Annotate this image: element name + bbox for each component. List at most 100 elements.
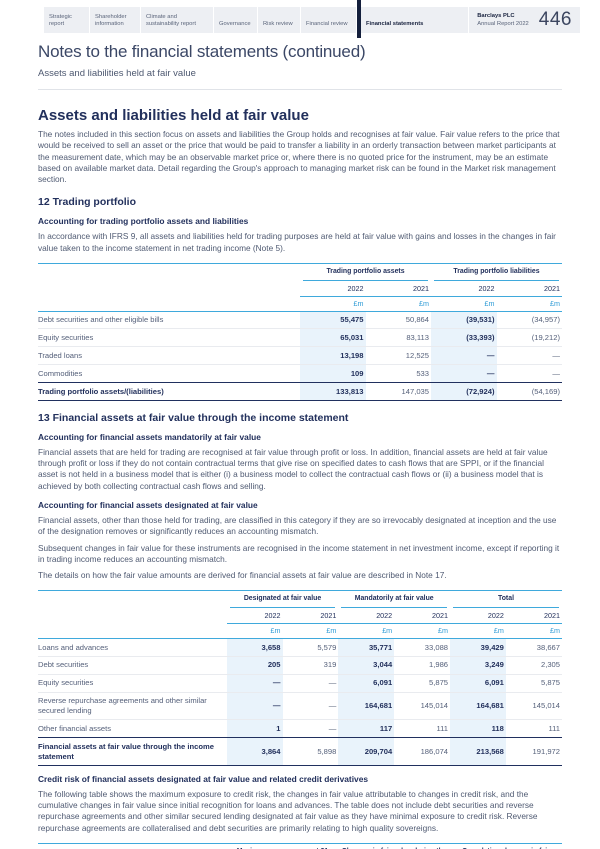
table-cell: 111 [394, 719, 451, 738]
table-cell: 38,667 [536, 642, 560, 652]
row-label: Loans and advances [38, 642, 109, 652]
table-cell: 145,014 [505, 691, 562, 720]
nav-tab-financial-review[interactable]: Financial review [300, 7, 356, 33]
year-header: 2022 [431, 280, 497, 297]
note-13-heading: 13 Financial assets at fair value throug… [38, 411, 349, 424]
section-intro-paragraph: The notes included in this section focus… [38, 129, 560, 185]
note-13-subheading-designated: Accounting for financial assets designat… [38, 500, 258, 511]
table-cell: (33,393) [431, 328, 497, 347]
table-cell: — [226, 691, 283, 720]
table-cell: — [282, 673, 339, 693]
row-label: Commodities [38, 364, 300, 383]
table-cell: 5,579 [317, 642, 337, 652]
table-cell: 13,198 [300, 346, 366, 365]
year-header: 2022 [338, 608, 395, 625]
table-row: Equity securities — — 6,091 5,875 6,091 … [38, 673, 562, 693]
table-cell: 118 [450, 719, 506, 738]
table-cell: — [431, 346, 497, 365]
unit-header: £m [431, 296, 497, 312]
brand-report-title: Annual Report 2022 [477, 21, 529, 27]
table-total-row: Trading portfolio assets/(liabilities) 1… [38, 382, 562, 401]
nav-tab-label: Financial review [306, 21, 348, 28]
table-group-header-row: Maximum exposure as at 31 December Chang… [38, 844, 562, 849]
row-label: Traded loans [38, 346, 300, 365]
table-cell: 145,014 [394, 691, 451, 720]
table-row: Equity securities 65,031 83,113 (33,393)… [38, 328, 562, 347]
table-cell: 6,091 [338, 673, 395, 693]
nav-tab-risk-review[interactable]: Risk review [257, 7, 300, 33]
total-row-label: Trading portfolio assets/(liabilities) [38, 382, 300, 401]
unit-header: £m [282, 623, 339, 640]
table-group-header-row: Trading portfolio assets Trading portfol… [38, 263, 562, 281]
table-cell: 65,031 [300, 328, 366, 347]
column-group: Trading portfolio liabilities [431, 263, 562, 281]
page-content: Notes to the financial statements (conti… [38, 42, 562, 849]
unit-header: £m [338, 623, 395, 640]
table-row: Debt securities and other eligible bills… [38, 311, 562, 329]
nav-tab-financial-statements[interactable]: Financial statements [356, 7, 433, 33]
table-cell: 133,813 [300, 382, 366, 401]
table-cell: — [496, 346, 562, 365]
unit-header: £m [300, 296, 366, 312]
table-cell: 6,091 [450, 673, 506, 693]
column-group: Total [450, 591, 562, 609]
table-cell: 3,249 [450, 655, 506, 675]
trading-portfolio-table: Trading portfolio assets Trading portfol… [38, 262, 562, 401]
table-cell: (34,957) [531, 315, 560, 325]
table-cell: (54,169) [496, 382, 562, 401]
table-cell: 5,875 [505, 673, 562, 693]
nav-tab-shareholder-information[interactable]: Shareholder information [89, 7, 140, 33]
nav-tab-strategic-report[interactable]: Strategic report [44, 7, 89, 33]
column-group: Changes in fair value during the year en… [338, 844, 450, 849]
top-nav-band: Strategic report Shareholder information… [44, 7, 580, 33]
credit-risk-table: Maximum exposure as at 31 December Chang… [38, 843, 562, 849]
page-subtitle: Assets and liabilities held at fair valu… [38, 68, 196, 79]
nav-tab-climate-sustainability[interactable]: Climate and sustainability report [140, 7, 213, 33]
table-total-row: Financial assets at fair value through t… [38, 737, 562, 766]
column-group: Cumulative changes in fair value from in… [450, 844, 562, 849]
nav-tab-label: Strategic report [49, 13, 72, 28]
page-title: Notes to the financial statements (conti… [38, 42, 366, 61]
table-cell: 55,475 [300, 311, 366, 329]
table-year-header-row: 2022 2021 2022 2021 [38, 280, 562, 297]
note-13-paragraph-designated-3: The details on how the fair value amount… [38, 570, 447, 581]
table-cell: 164,681 [450, 691, 506, 720]
table-cell: 186,074 [394, 737, 451, 766]
header-divider [38, 89, 562, 90]
note-12-paragraph: In accordance with IFRS 9, all assets an… [38, 231, 556, 253]
column-group: Trading portfolio assets [300, 263, 431, 281]
note-12-heading: 12 Trading portfolio [38, 196, 137, 209]
row-label: Other financial assets [38, 719, 227, 738]
table-cell: — [282, 719, 339, 738]
note-12-subheading: Accounting for trading portfolio assets … [38, 216, 249, 227]
row-label: Equity securities [38, 673, 227, 693]
table-unit-row: £m £m £m £m [38, 296, 562, 312]
table-cell: 533 [365, 364, 431, 383]
nav-tab-label: Risk review [263, 21, 293, 28]
unit-header: £m [496, 296, 562, 312]
unit-header: £m [365, 296, 431, 312]
row-label: Debt securities and other eligible bills [38, 315, 164, 325]
note-13-paragraph-mandatorily: Financial assets that are held for tradi… [38, 446, 548, 491]
table-cell: — [431, 364, 497, 383]
table-cell: 111 [505, 719, 562, 738]
row-label: Reverse repurchase agreements and other … [38, 691, 227, 720]
page-number: 446 [538, 9, 572, 30]
table-cell: 205 [226, 655, 283, 675]
nav-tab-label: Shareholder information [95, 13, 127, 28]
table-cell: 5,898 [282, 737, 339, 766]
nav-tab-governance[interactable]: Governance [213, 7, 257, 33]
table-cell: — [282, 691, 339, 720]
table-cell: 1,986 [394, 655, 451, 675]
table-cell: 50,864 [405, 315, 429, 325]
table-cell: — [226, 673, 283, 693]
table-cell: 164,681 [338, 691, 395, 720]
total-row-label: Financial assets at fair value through t… [38, 737, 227, 766]
table-cell: 5,875 [394, 673, 451, 693]
year-header: 2021 [394, 608, 451, 625]
nav-tab-label: Climate and sustainability report [146, 13, 196, 28]
year-header: 2022 [226, 608, 283, 625]
unit-header: £m [394, 623, 451, 640]
table-cell: — [496, 364, 562, 383]
